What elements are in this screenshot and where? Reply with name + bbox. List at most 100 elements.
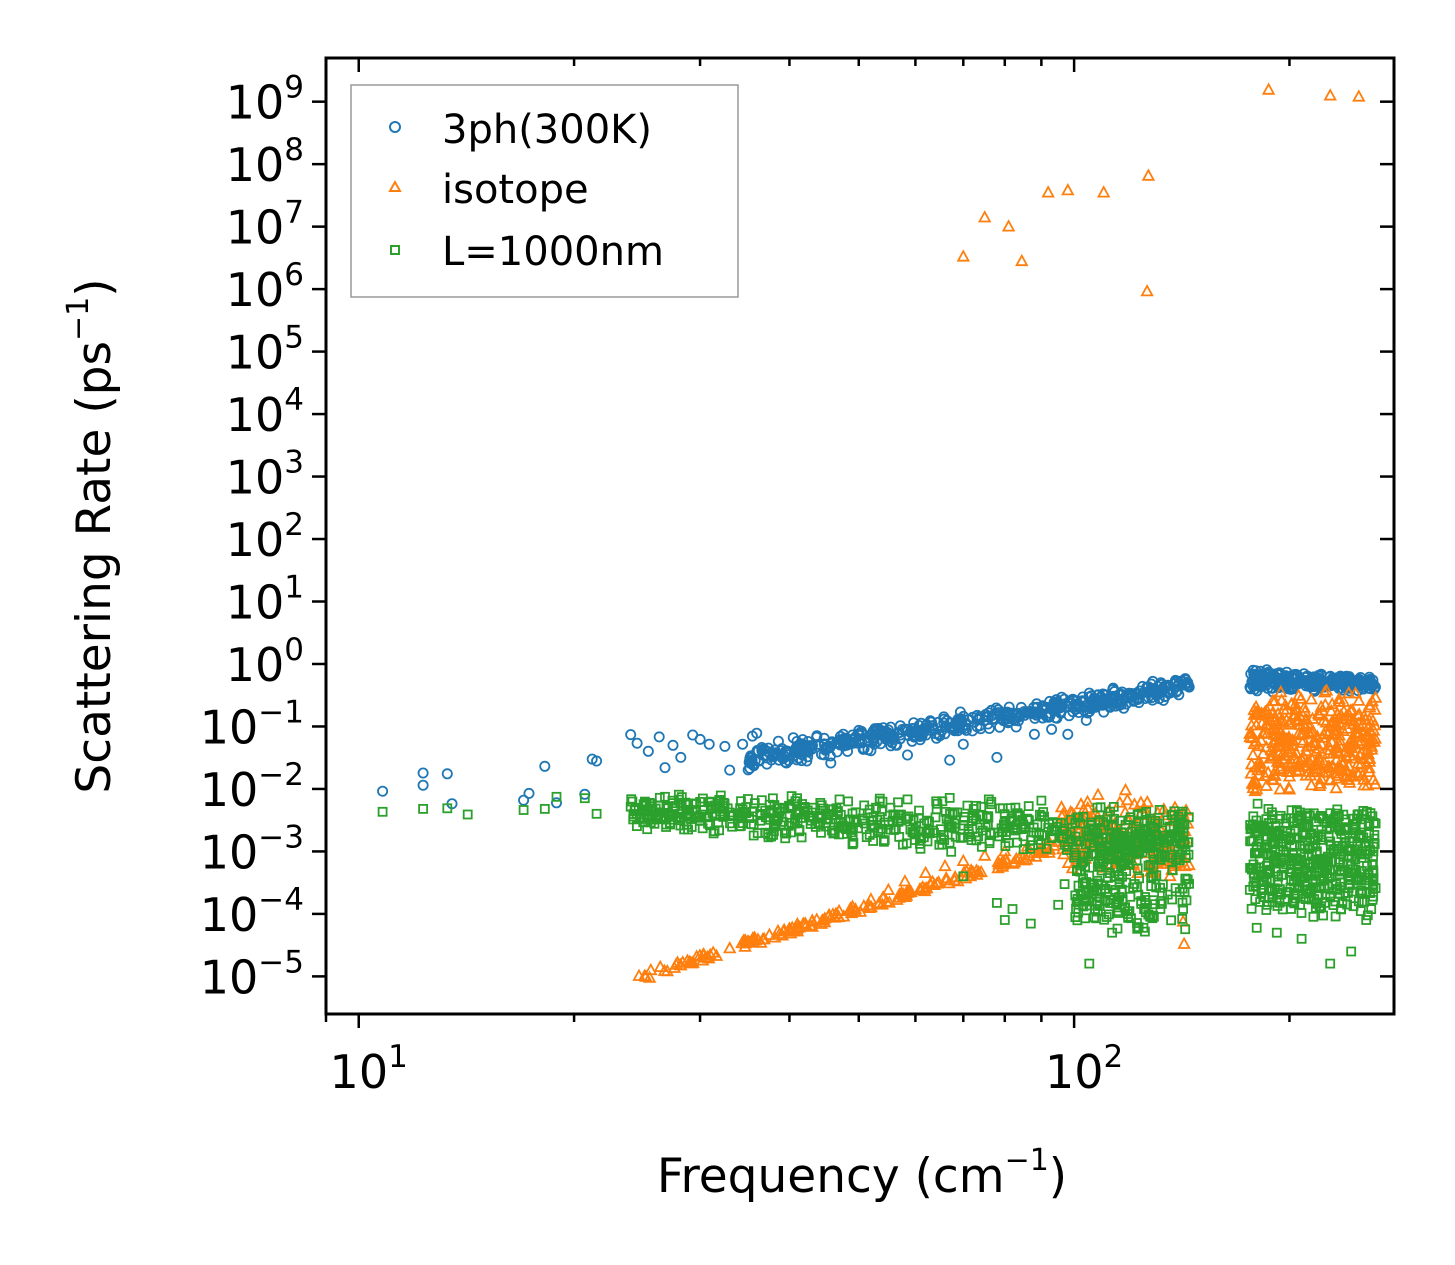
l-1000nm-band-point	[946, 846, 957, 857]
l-1000nm-point	[983, 794, 994, 805]
isotope-point	[845, 899, 860, 912]
l-1000nm-band-point	[1152, 836, 1163, 847]
l-1000nm-band-point	[1300, 859, 1310, 869]
isotope-band-point	[1243, 729, 1257, 743]
3ph-300k-point	[1114, 695, 1126, 707]
l-1000nm-band-point	[1266, 836, 1277, 847]
l-1000nm-point	[999, 915, 1010, 925]
isotope-point	[956, 853, 971, 866]
l-1000nm-band-point	[1286, 866, 1297, 877]
l-1000nm-point	[971, 835, 982, 846]
l-1000nm-band-point	[831, 814, 841, 825]
isotope-band-point	[1362, 761, 1376, 774]
l-1000nm-point	[821, 821, 831, 832]
isotope-band-point	[1272, 734, 1286, 747]
l-1000nm-band-point	[980, 822, 991, 833]
l-1000nm-band-point	[1362, 806, 1372, 817]
l-1000nm-point	[1314, 813, 1324, 824]
l-1000nm-band-point	[792, 815, 803, 826]
isotope-point	[977, 848, 992, 861]
l-1000nm-band-point	[1369, 839, 1380, 849]
y-tick-label: 10−5	[200, 944, 304, 1004]
3ph-300k-band-point	[939, 721, 951, 733]
isotope-band-point	[1352, 693, 1366, 706]
isotope-band-point	[1244, 766, 1258, 779]
isotope-point	[826, 907, 840, 920]
l-1000nm-band-point	[1250, 847, 1261, 858]
l-1000nm-point	[539, 804, 550, 814]
l-1000nm-band-point	[940, 807, 951, 817]
l-1000nm-band-point	[1285, 834, 1295, 844]
isotope-band-point	[1323, 773, 1338, 786]
l-1000nm-band-point	[665, 819, 675, 830]
isotope-band-point	[1244, 757, 1259, 770]
l-1000nm-point	[1090, 904, 1100, 914]
3ph-300k-point	[659, 762, 671, 774]
3ph-300k-point	[756, 742, 768, 754]
l-1000nm-band-point	[1120, 858, 1131, 868]
isotope-point	[1352, 89, 1366, 102]
l-1000nm-band-point	[838, 820, 848, 831]
3ph-300k-point	[377, 785, 389, 797]
l-1000nm-band-point	[1131, 837, 1141, 847]
3ph-300k-point	[675, 751, 687, 763]
l-1000nm-band-point	[1246, 903, 1257, 914]
3ph-300k-band-point	[882, 726, 894, 738]
isotope-band-point	[1292, 725, 1306, 738]
3ph-300k-band-point	[1049, 712, 1061, 724]
isotope-point	[1341, 685, 1356, 699]
isotope-band-point	[1163, 868, 1177, 882]
l-1000nm-band-point	[898, 839, 908, 850]
isotope-band-point	[1140, 794, 1155, 808]
l-1000nm-point	[1007, 904, 1018, 914]
axis-ticks-layer: 10910810710610510410310210110010−110−210…	[200, 58, 1394, 1099]
l-1000nm-band-point	[781, 828, 792, 839]
l-1000nm-band-point	[1334, 889, 1345, 899]
l-1000nm-band-point	[1156, 849, 1167, 860]
l-1000nm-band-point	[934, 839, 945, 850]
3ph-300k-point	[591, 755, 603, 767]
isotope-band-point	[1357, 708, 1371, 722]
l-1000nm-band-point	[749, 803, 759, 814]
isotope-point	[956, 249, 971, 262]
3ph-300k-band-point	[744, 762, 756, 774]
l-1000nm-band-point	[1355, 906, 1366, 916]
3ph-300k-band-point	[1050, 697, 1062, 709]
l-1000nm-band-point	[976, 801, 987, 812]
l-1000nm-band-point	[1313, 890, 1324, 901]
isotope-point	[1091, 787, 1105, 800]
l-1000nm-band-point	[765, 814, 775, 825]
3ph-300k-point	[796, 740, 808, 752]
y-tick-label: 103	[226, 445, 304, 505]
3ph-300k-point	[1291, 678, 1303, 690]
l-1000nm-band-point	[1361, 886, 1372, 897]
3ph-300k-point	[787, 732, 799, 744]
isotope-band-point	[738, 933, 752, 946]
isotope-band-point	[790, 916, 805, 930]
l-1000nm-point	[418, 804, 429, 814]
isotope-band-point	[1255, 716, 1269, 729]
isotope-band-point	[1283, 764, 1297, 777]
3ph-300k-point	[719, 740, 731, 752]
isotope-band-point	[1254, 733, 1268, 746]
isotope-band-point	[1341, 758, 1356, 772]
l-1000nm-band-point	[1267, 886, 1277, 897]
isotope-band-point	[1368, 690, 1383, 703]
isotope-band-point	[1113, 795, 1127, 808]
isotope-band-point	[1268, 709, 1282, 722]
l-1000nm-band-point	[1123, 859, 1134, 870]
data-points-layer	[377, 82, 1383, 983]
y-tick-label: 10−1	[200, 695, 304, 755]
3ph-300k-point	[1313, 680, 1325, 692]
l-1000nm-band-point	[893, 797, 903, 808]
l-1000nm-band-point	[1263, 849, 1273, 859]
isotope-band-point	[964, 863, 978, 876]
l-1000nm-band-point	[828, 804, 839, 815]
l-1000nm-band-point	[1159, 837, 1169, 848]
l-1000nm-band-point	[932, 798, 943, 809]
3ph-300k-band-point	[1081, 700, 1093, 712]
l-1000nm-point	[1069, 852, 1079, 863]
isotope-band-point	[1300, 739, 1314, 752]
3ph-300k-point	[1355, 677, 1367, 689]
l-1000nm-band-point	[1330, 911, 1341, 922]
